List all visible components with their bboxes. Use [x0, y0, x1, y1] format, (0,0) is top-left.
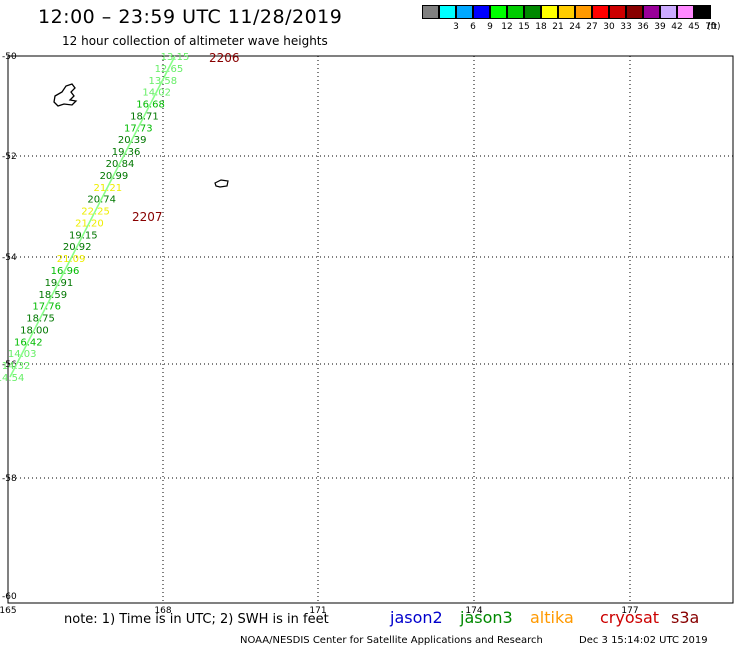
- wave-height-value: 19.36: [112, 147, 141, 158]
- wave-height-value: 19.91: [45, 278, 74, 289]
- wave-height-value: 13.58: [148, 76, 177, 87]
- wave-height-value: 21.20: [75, 218, 104, 229]
- wave-height-value: 22.25: [81, 207, 110, 218]
- wave-height-value: 20.84: [106, 159, 135, 170]
- wave-height-value: 20.99: [100, 171, 129, 182]
- satellite-label-s3a: s3a: [671, 608, 700, 627]
- generated-timestamp: Dec 3 15:14:02 UTC 2019: [579, 635, 708, 646]
- legend-swatch: [490, 5, 507, 19]
- legend-swatch: [694, 5, 711, 19]
- wave-height-value: 18.75: [26, 314, 55, 325]
- wave-height-value: 14.02: [142, 88, 171, 99]
- satellite-track: [9, 55, 176, 378]
- longitude-tick-label: 177: [621, 606, 638, 616]
- wave-height-value: 21.09: [57, 254, 86, 265]
- legend-unit: (ft): [707, 22, 721, 32]
- credit-line: NOAA/NESDIS Center for Satellite Applica…: [240, 635, 543, 646]
- legend-tick-label: 42: [671, 22, 683, 32]
- legend-swatch: [643, 5, 660, 19]
- campbell-island-icon: [214, 179, 229, 188]
- latitude-tick-label: -54: [2, 253, 17, 263]
- satellite-label-cryosat: cryosat: [600, 608, 660, 627]
- legend-tick-label: 70: [705, 22, 717, 32]
- latitude-tick-label: -52: [2, 152, 17, 162]
- legend-tick-label: 39: [654, 22, 666, 32]
- legend-swatch: [575, 5, 592, 19]
- legend-tick-label: 15: [518, 22, 530, 32]
- legend-tick-label: 30: [603, 22, 615, 32]
- chart-subtitle: 12 hour collection of altimeter wave hei…: [62, 34, 328, 48]
- satellite-label-jason2: jason2: [390, 608, 443, 627]
- legend-swatch: [660, 5, 677, 19]
- legend-swatch: [524, 5, 541, 19]
- wave-height-value: 20.92: [63, 242, 92, 253]
- longitude-tick-label: 171: [309, 606, 326, 616]
- legend-tick-label: 6: [470, 22, 476, 32]
- latitude-tick-label: -50: [2, 52, 17, 62]
- wave-height-value: 13.15: [161, 52, 190, 63]
- legend-tick-label: 18: [535, 22, 547, 32]
- legend-tick-label: 33: [620, 22, 632, 32]
- wave-height-value: 20.74: [87, 195, 116, 206]
- latitude-tick-label: -60: [2, 592, 17, 602]
- wave-height-value: 20.39: [118, 135, 147, 146]
- legend-tick-label: 45: [688, 22, 700, 32]
- track-time-label: 2207: [132, 210, 163, 224]
- legend-tick-label: 27: [586, 22, 598, 32]
- wave-height-value: 18.00: [20, 325, 49, 336]
- chart-title: 12:00 – 23:59 UTC 11/28/2019: [38, 6, 343, 28]
- footer-note: note: 1) Time is in UTC; 2) SWH is in fe…: [64, 612, 329, 627]
- legend-swatch: [558, 5, 575, 19]
- legend-swatch: [626, 5, 643, 19]
- legend-swatch: [609, 5, 626, 19]
- legend-swatch: [541, 5, 558, 19]
- legend-swatch: [456, 5, 473, 19]
- longitude-tick-label: 165: [0, 606, 17, 616]
- wave-height-value: 12.65: [155, 64, 184, 75]
- legend-swatch: [422, 5, 439, 19]
- legend-swatch: [677, 5, 694, 19]
- wave-height-value: 16.68: [136, 100, 165, 111]
- legend-tick-label: 3: [453, 22, 459, 32]
- legend-tick-label: 21: [552, 22, 564, 32]
- satellite-label-altika: altika: [530, 608, 574, 627]
- track-time-label: 2206: [209, 51, 240, 65]
- wave-height-value: 14.32: [2, 361, 31, 372]
- latitude-tick-label: -56: [2, 360, 17, 370]
- wave-height-value: 18.71: [130, 111, 159, 122]
- longitude-tick-label: 174: [465, 606, 482, 616]
- wave-height-value: 16.42: [14, 337, 43, 348]
- wave-height-value: 14.54: [0, 373, 24, 384]
- legend-swatch: [592, 5, 609, 19]
- wave-height-value: 18.59: [38, 290, 67, 301]
- map-frame: [7, 55, 734, 604]
- wave-height-value: 17.76: [32, 302, 61, 313]
- legend-tick-label: 12: [501, 22, 513, 32]
- legend-tick-label: 36: [637, 22, 649, 32]
- legend-swatch: [439, 5, 456, 19]
- satellite-label-jason3: jason3: [460, 608, 513, 627]
- latitude-tick-label: -58: [2, 474, 17, 484]
- longitude-tick-label: 168: [154, 606, 171, 616]
- legend-swatch: [473, 5, 490, 19]
- legend-tick-label: 9: [487, 22, 493, 32]
- wave-height-value: 17.73: [124, 123, 153, 134]
- legend-swatch: [507, 5, 524, 19]
- legend-tick-label: 24: [569, 22, 581, 32]
- wave-height-value: 21.21: [93, 183, 122, 194]
- auckland-islands-icon: [53, 83, 78, 107]
- wave-height-value: 16.96: [51, 266, 80, 277]
- wave-height-value: 14.03: [8, 349, 37, 360]
- wave-height-value: 19.15: [69, 230, 98, 241]
